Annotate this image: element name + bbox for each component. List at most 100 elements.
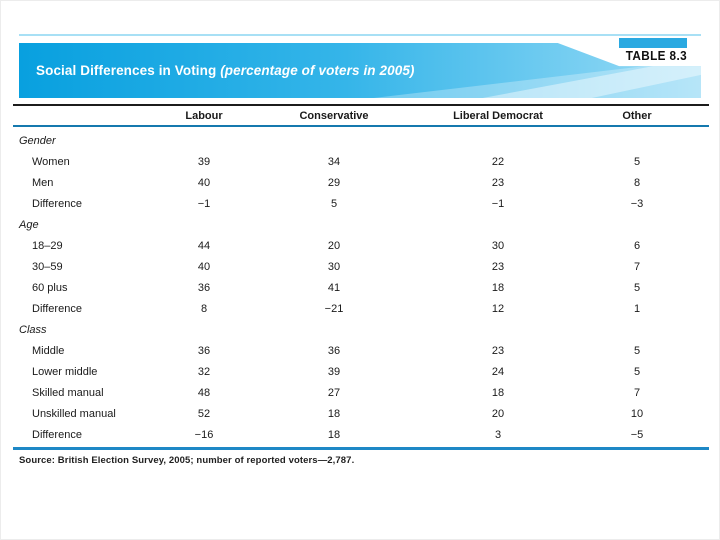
cell-value: 23 (491, 345, 505, 357)
cell-value: 32 (197, 366, 211, 378)
table-row: Middle 36 36 23 5 (13, 341, 709, 362)
table-title-text: Social Differences in Voting (36, 63, 217, 78)
table-row: 30–59 40 30 23 7 (13, 257, 709, 278)
cell-value: 30 (327, 261, 341, 273)
column-header-other: Other (622, 110, 652, 122)
cell-value: 20 (327, 240, 341, 252)
cell-value: 5 (633, 345, 641, 357)
cell-value: 18 (491, 282, 505, 294)
section-label: Age (19, 219, 39, 231)
cell-value: −16 (194, 429, 214, 441)
column-header-conservative: Conservative (299, 110, 369, 122)
cell-value: −1 (491, 198, 505, 210)
cell-value: 36 (197, 345, 211, 357)
table-tag-bar (619, 38, 687, 48)
row-spacer (697, 341, 709, 362)
section-label: Gender (19, 135, 56, 147)
row-label: Difference (32, 303, 82, 315)
row-label-column-header (13, 107, 159, 125)
cell-value: 8 (200, 303, 208, 315)
table-row: Men 40 29 23 8 (13, 173, 709, 194)
cell-value: 18 (327, 429, 341, 441)
row-label: Lower middle (32, 366, 98, 378)
cell-value: 27 (327, 387, 341, 399)
cell-value: −21 (324, 303, 344, 315)
cell-value: 10 (630, 408, 644, 420)
row-spacer (697, 236, 709, 257)
cell-value: 6 (633, 240, 641, 252)
cell-value: 40 (197, 261, 211, 273)
cell-value: 5 (633, 366, 641, 378)
table-title: Social Differences in Voting (percentage… (36, 43, 415, 98)
cell-value: 22 (491, 156, 505, 168)
section-header-row: Gender (13, 131, 709, 152)
row-spacer (697, 152, 709, 173)
row-spacer (697, 278, 709, 299)
cell-value: −1 (197, 198, 211, 210)
cell-value: 5 (330, 198, 338, 210)
header-divider-rule (13, 125, 709, 127)
cell-value: 52 (197, 408, 211, 420)
row-label: 30–59 (32, 261, 63, 273)
table-subtitle-text: (percentage of voters in 2005) (220, 63, 415, 78)
table-top-rule (13, 104, 709, 106)
row-spacer (697, 383, 709, 404)
cell-value: 23 (491, 177, 505, 189)
table-row: Skilled manual 48 27 18 7 (13, 383, 709, 404)
cell-value: 36 (197, 282, 211, 294)
section-header-row: Age (13, 215, 709, 236)
cell-value: 23 (491, 261, 505, 273)
row-spacer (697, 362, 709, 383)
cell-value: 24 (491, 366, 505, 378)
cell-value: 5 (633, 282, 641, 294)
cell-value: 48 (197, 387, 211, 399)
row-spacer (697, 425, 709, 446)
row-label: 60 plus (32, 282, 68, 294)
cell-value: 41 (327, 282, 341, 294)
cell-value: 7 (633, 387, 641, 399)
table-row: Unskilled manual 52 18 20 10 (13, 404, 709, 425)
row-label: Women (32, 156, 70, 168)
cell-value: 1 (633, 303, 641, 315)
row-label: Difference (32, 198, 82, 210)
cell-value: 44 (197, 240, 211, 252)
cell-value: −3 (630, 198, 644, 210)
row-label: Unskilled manual (32, 408, 116, 420)
table-bottom-rule (13, 447, 709, 450)
table-row: Difference −16 18 3 −5 (13, 425, 709, 446)
table-header-row: Labour Conservative Liberal Democrat Oth… (13, 107, 709, 125)
cell-value: 40 (197, 177, 211, 189)
table-row: Women 39 34 22 5 (13, 152, 709, 173)
cell-value: 20 (491, 408, 505, 420)
table-tag-label: TABLE 8.3 (625, 49, 687, 63)
table-row: Lower middle 32 39 24 5 (13, 362, 709, 383)
table-row: Difference −1 5 −1 −3 (13, 194, 709, 215)
cell-value: 5 (633, 156, 641, 168)
row-spacer (697, 299, 709, 320)
section-header-row: Class (13, 320, 709, 341)
row-spacer (697, 257, 709, 278)
row-label: Men (32, 177, 54, 189)
cell-value: 29 (327, 177, 341, 189)
cell-value: 39 (327, 366, 341, 378)
row-label: Skilled manual (32, 387, 104, 399)
row-spacer (697, 173, 709, 194)
cell-value: 34 (327, 156, 341, 168)
cell-value: 39 (197, 156, 211, 168)
banner-top-accent-line (19, 34, 701, 36)
cell-value: 30 (491, 240, 505, 252)
cell-value: −5 (630, 429, 644, 441)
cell-value: 3 (494, 429, 502, 441)
table-body: Gender Women 39 34 22 5 Men 40 29 23 8 Difference −1… (13, 131, 709, 446)
header-spacer (697, 107, 709, 125)
cell-value: 8 (633, 177, 641, 189)
section-label: Class (19, 324, 47, 336)
row-spacer (697, 404, 709, 425)
cell-value: 18 (491, 387, 505, 399)
column-header-liberal-democrat: Liberal Democrat (453, 110, 543, 122)
cell-value: 7 (633, 261, 641, 273)
row-spacer (697, 194, 709, 215)
row-label: Middle (32, 345, 65, 357)
source-note: Source: British Election Survey, 2005; n… (19, 455, 355, 466)
